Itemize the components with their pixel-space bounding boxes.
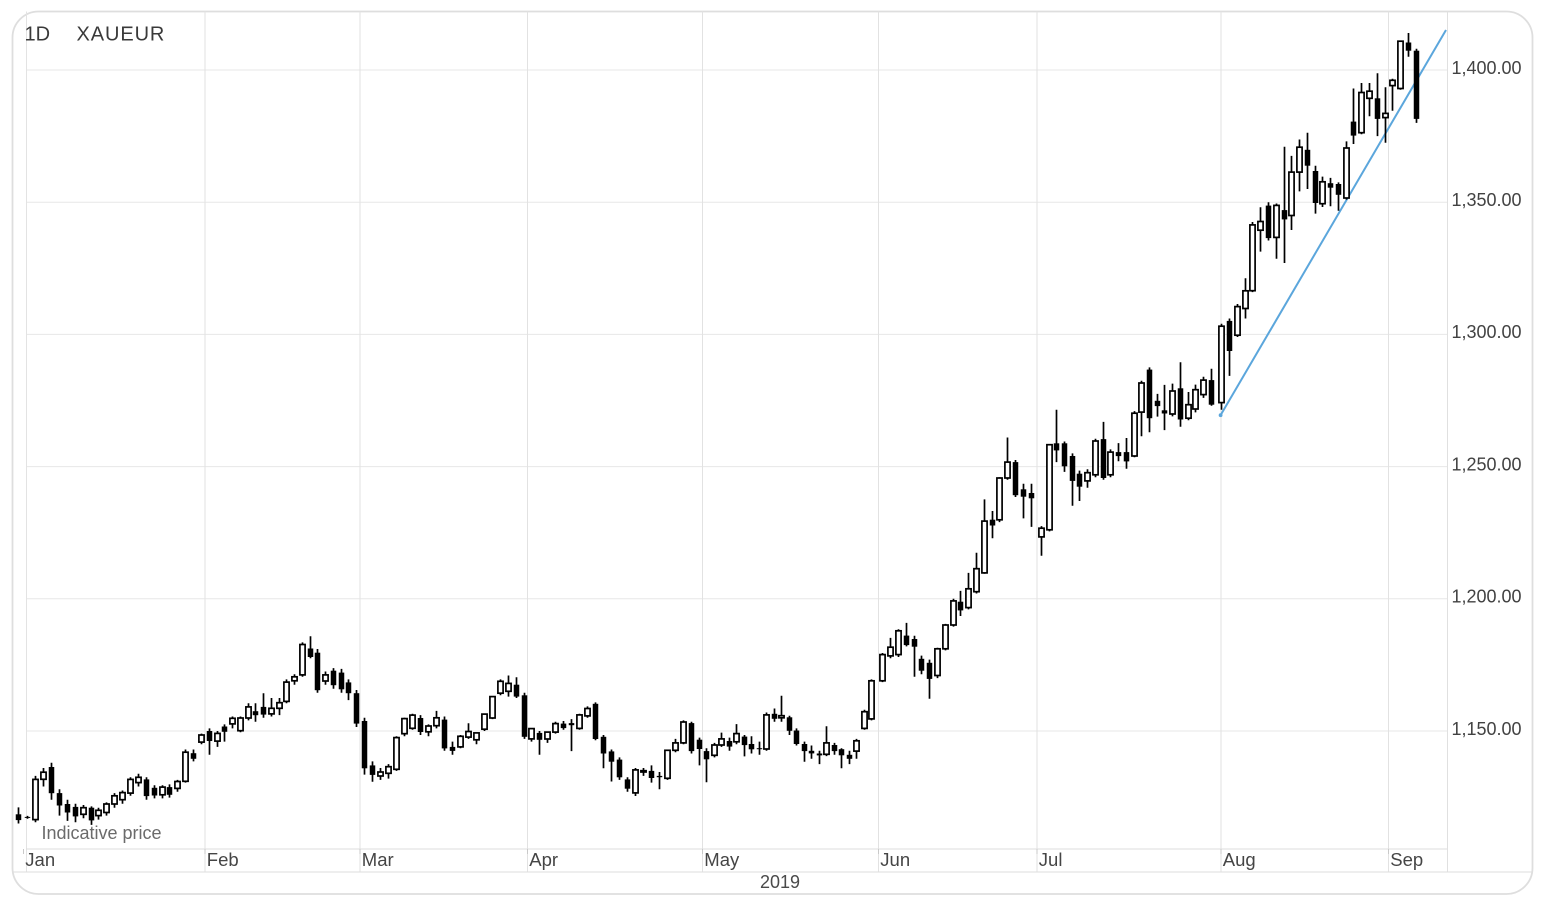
svg-text:Apr: Apr <box>529 849 558 870</box>
svg-text:May: May <box>704 849 740 870</box>
svg-text:Mar: Mar <box>362 849 394 870</box>
svg-text:1,400.00: 1,400.00 <box>1452 58 1522 78</box>
svg-text:XAUEUR: XAUEUR <box>77 24 166 46</box>
svg-text:1,250.00: 1,250.00 <box>1452 454 1522 474</box>
svg-text:1,300.00: 1,300.00 <box>1452 322 1522 342</box>
svg-text:Sep: Sep <box>1390 849 1423 870</box>
svg-text:Jul: Jul <box>1039 849 1063 870</box>
svg-text:Feb: Feb <box>207 849 239 870</box>
svg-text:Aug: Aug <box>1223 849 1256 870</box>
svg-text:Jan: Jan <box>25 849 55 870</box>
svg-text:Jun: Jun <box>880 849 910 870</box>
svg-text:1,150.00: 1,150.00 <box>1452 719 1522 739</box>
svg-text:1,350.00: 1,350.00 <box>1452 190 1522 210</box>
svg-text:1D: 1D <box>25 24 51 46</box>
svg-text:1,200.00: 1,200.00 <box>1452 587 1522 607</box>
svg-text:2019: 2019 <box>760 872 800 892</box>
svg-text:Indicative price: Indicative price <box>42 823 162 843</box>
